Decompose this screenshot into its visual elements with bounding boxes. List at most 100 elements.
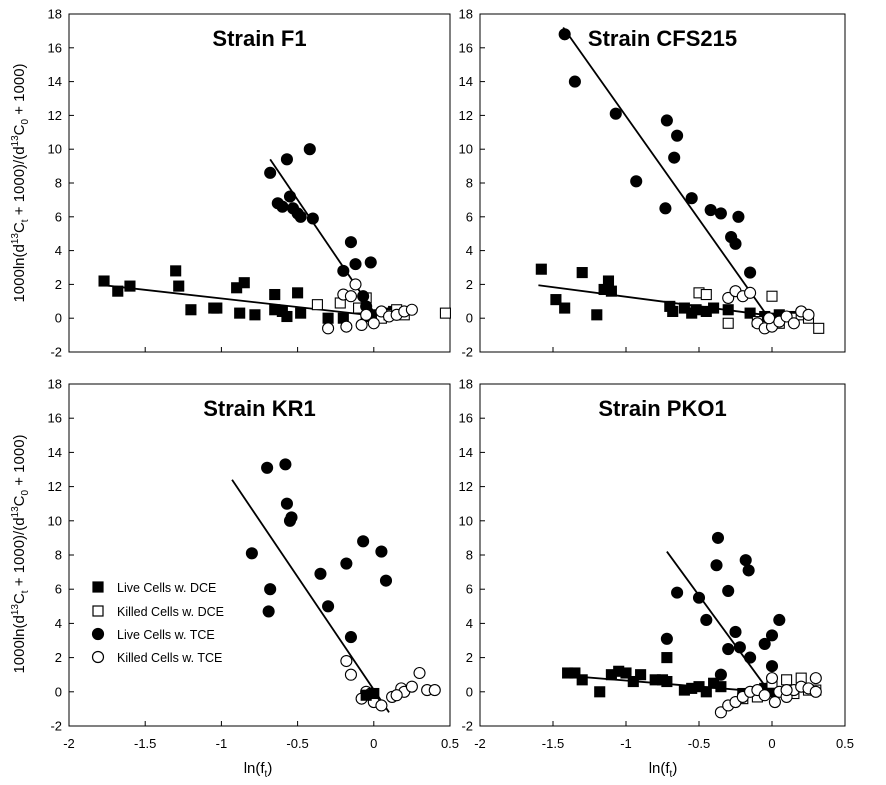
- x-axis-title-left: ln(ft): [244, 760, 273, 780]
- data-point-live-cells-w-dce: [576, 267, 588, 279]
- data-point-live-cells-w-tce: [344, 631, 357, 644]
- y-tick-label: 14: [48, 74, 62, 89]
- data-point-live-cells-w-tce: [692, 591, 706, 604]
- data-point-killed-cells-w-tce: [413, 666, 426, 680]
- y-tick-label: 14: [459, 74, 473, 89]
- data-point-live-cells-w-dce: [173, 280, 185, 292]
- data-point-killed-cells-w-tce: [780, 684, 793, 697]
- data-point-live-cells-w-tce: [742, 564, 755, 577]
- data-point-killed-cells-w-dce: [781, 674, 793, 686]
- data-point-killed-cells-w-tce: [340, 320, 353, 333]
- data-point-live-cells-w-tce: [722, 642, 735, 656]
- data-point-live-cells-w-tce: [739, 554, 752, 567]
- data-point-live-cells-w-tce: [379, 574, 393, 587]
- data-point-live-cells-w-tce: [262, 605, 275, 618]
- y-tick-label: 2: [466, 650, 473, 665]
- data-point-killed-cells-w-tce: [405, 680, 418, 693]
- data-point-killed-cells-w-dce: [311, 299, 323, 311]
- data-point-live-cells-w-dce: [112, 285, 124, 297]
- data-point-live-cells-w-dce: [627, 675, 639, 688]
- data-point-killed-cells-w-tce: [787, 317, 800, 330]
- data-point-live-cells-w-tce: [744, 651, 757, 664]
- data-point-live-cells-w-tce: [558, 28, 571, 41]
- data-point-live-cells-w-tce: [714, 207, 727, 220]
- panel-title-cfs215: Strain CFS215: [588, 26, 737, 51]
- data-point-killed-cells-w-tce: [428, 684, 441, 697]
- data-point-live-cells-w-tce: [357, 535, 370, 548]
- x-tick-label: 0: [768, 736, 775, 751]
- data-point-live-cells-w-tce: [364, 256, 377, 269]
- y-tick-label: 4: [55, 243, 62, 258]
- data-point-live-cells-w-dce: [292, 287, 304, 299]
- y-tick-label: 16: [459, 40, 473, 55]
- legend-label-killed-tce: Killed Cells w. TCE: [117, 651, 222, 665]
- data-point-live-cells-w-tce: [685, 192, 698, 205]
- y-tick-label: 12: [459, 108, 473, 123]
- y-tick-label: -2: [461, 719, 473, 734]
- trendline-live-cells-w-tce: [269, 158, 378, 318]
- data-point-live-cells-w-dce: [170, 265, 182, 277]
- data-point-live-cells-w-tce: [722, 584, 735, 597]
- data-point-killed-cells-w-tce: [360, 308, 373, 321]
- y-tick-label: 6: [55, 582, 62, 597]
- data-point-live-cells-w-dce: [591, 309, 603, 321]
- data-point-live-cells-w-dce: [667, 305, 679, 317]
- legend-label-live-dce: Live Cells w. DCE: [117, 581, 216, 595]
- data-point-live-cells-w-tce: [322, 600, 335, 613]
- data-point-live-cells-w-tce: [337, 264, 350, 277]
- data-point-live-cells-w-tce: [245, 547, 258, 560]
- data-point-live-cells-w-dce: [620, 667, 632, 679]
- data-point-killed-cells-w-tce: [344, 668, 357, 681]
- data-point-killed-cells-w-tce: [375, 699, 388, 712]
- x-tick-label: -0.5: [688, 736, 710, 751]
- panels: -2 0 2 4 6 8 10 12 14 16 18 Strain F1 -2 0 2 4 6 8 10 12 14 1…: [48, 7, 855, 752]
- data-point-live-cells-w-dce: [559, 302, 571, 314]
- legend-marker-killed-tce: [91, 650, 105, 664]
- y-tick-label: 2: [55, 277, 62, 292]
- x-tick-label: -1.5: [542, 736, 564, 751]
- y-axis-title-bottom: 1000ln(d13Ct + 1000)/(d13C0 + 1000): [10, 434, 31, 673]
- data-point-live-cells-w-dce: [234, 307, 246, 319]
- data-point-live-cells-w-tce: [630, 175, 643, 188]
- data-point-live-cells-w-tce: [660, 632, 673, 645]
- data-point-live-cells-w-tce: [344, 236, 357, 249]
- data-point-killed-cells-w-tce: [780, 310, 793, 323]
- data-point-live-cells-w-dce: [661, 675, 673, 688]
- trendline-live-cells-w-dce: [103, 284, 382, 318]
- data-point-killed-cells-w-tce: [344, 290, 357, 303]
- x-tick-label: 0.5: [836, 736, 854, 751]
- data-point-killed-cells-w-tce: [340, 654, 353, 668]
- y-tick-label: -2: [461, 345, 473, 360]
- y-tick-label: 6: [466, 209, 473, 224]
- data-point-live-cells-w-dce: [661, 652, 673, 664]
- data-point-live-cells-w-tce: [729, 625, 742, 639]
- y-tick-label: 2: [466, 277, 473, 292]
- y-tick-label: 0: [466, 684, 473, 699]
- y-tick-label: 18: [459, 377, 473, 392]
- y-tick-label: 8: [55, 176, 62, 191]
- data-point-live-cells-w-tce: [700, 613, 713, 627]
- y-axis-title-top: 1000ln(d13Ct + 1000)/(d13C0 + 1000): [10, 63, 31, 302]
- data-point-live-cells-w-dce: [708, 302, 720, 314]
- data-point-live-cells-w-tce: [733, 641, 746, 654]
- y-tick-label: 18: [459, 7, 473, 22]
- data-point-live-cells-w-dce: [569, 667, 581, 679]
- data-point-live-cells-w-dce: [249, 309, 261, 321]
- x-tick-label: 0: [370, 736, 377, 751]
- data-point-live-cells-w-tce: [264, 166, 277, 179]
- y-tick-label: 18: [48, 7, 62, 22]
- plot-frame: [68, 13, 451, 353]
- y-tick-label: 12: [48, 479, 62, 494]
- data-point-live-cells-w-tce: [659, 202, 672, 215]
- panel-f1: -2 0 2 4 6 8 10 12 14 16 18 Strain F1: [48, 7, 451, 360]
- y-tick-label: 4: [55, 616, 62, 631]
- data-point-live-cells-w-tce: [765, 660, 779, 673]
- data-point-live-cells-w-tce: [340, 557, 353, 570]
- data-point-killed-cells-w-tce: [349, 278, 362, 291]
- data-point-killed-cells-w-dce: [722, 317, 734, 329]
- data-point-live-cells-w-tce: [294, 210, 307, 223]
- data-point-live-cells-w-tce: [704, 203, 717, 217]
- y-tick-label: 0: [55, 684, 62, 699]
- x-axis-title-right: ln(ft): [649, 760, 678, 780]
